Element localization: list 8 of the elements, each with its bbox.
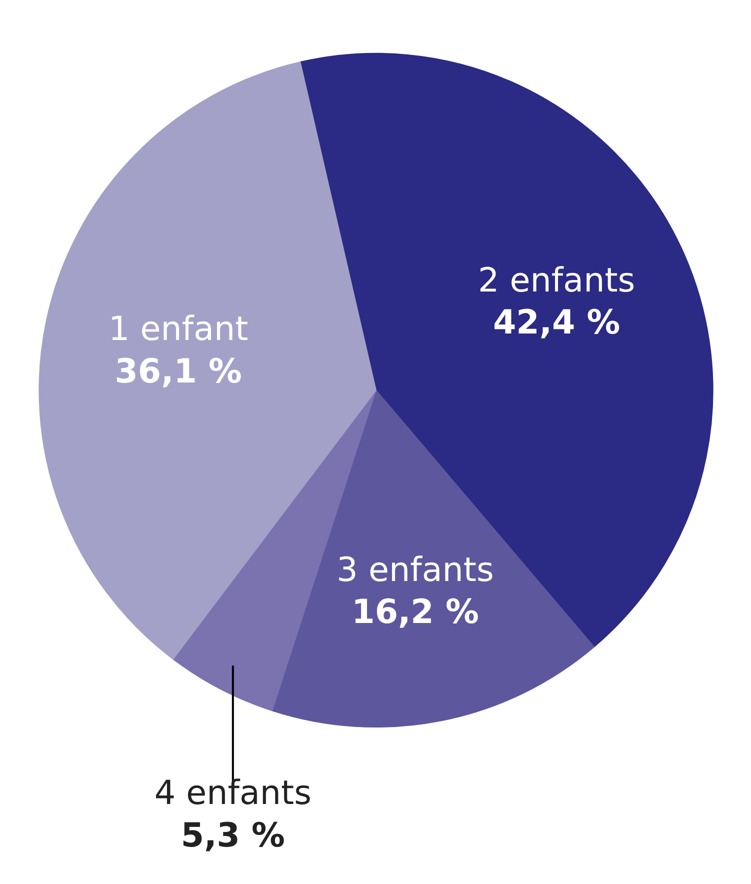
slice-label: 3 enfants bbox=[336, 550, 494, 589]
data-label: 42,4 % bbox=[492, 302, 620, 342]
data-label: 16,2 % bbox=[352, 592, 479, 632]
slice-label: 1 enfant bbox=[108, 309, 248, 348]
data-label: 36,1 % bbox=[114, 351, 242, 390]
slice-label: 2 enfants bbox=[478, 260, 636, 300]
slice-label: 4 enfants bbox=[154, 773, 312, 812]
data-label: 5,3 % bbox=[180, 815, 285, 854]
